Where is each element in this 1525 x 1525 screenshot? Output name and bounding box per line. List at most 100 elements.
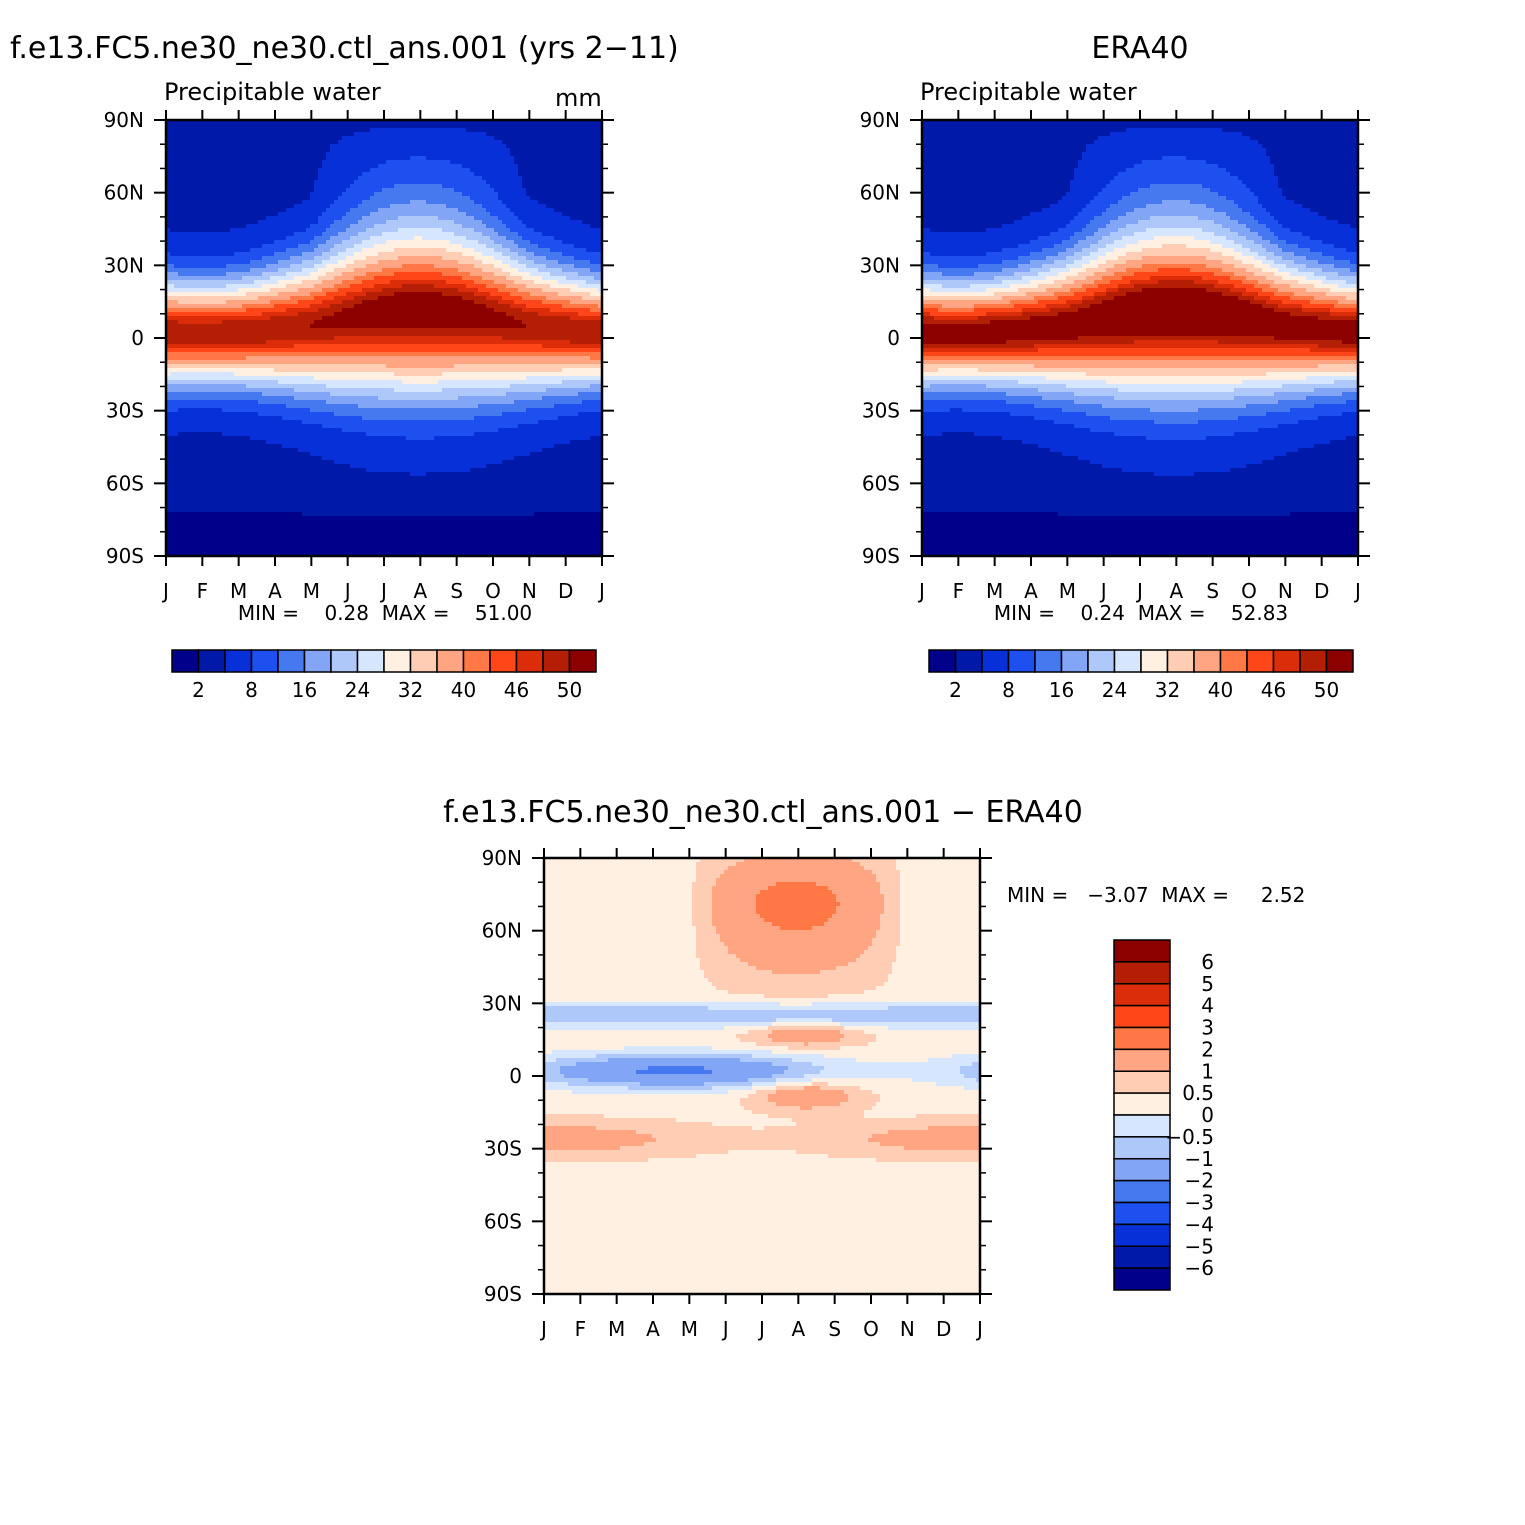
- field-cell: [346, 248, 351, 253]
- field-cell: [314, 132, 319, 137]
- field-cell: [378, 212, 383, 217]
- field-cell: [310, 120, 315, 125]
- field-cell: [282, 300, 287, 305]
- field-cell: [374, 256, 379, 261]
- field-cell: [170, 252, 175, 257]
- field-cell: [514, 284, 519, 289]
- field-cell: [486, 188, 491, 193]
- field-cell: [490, 228, 495, 233]
- field-cell: [446, 176, 451, 181]
- field-cell: [338, 260, 343, 265]
- field-cell: [586, 208, 591, 213]
- field-cell: [462, 120, 467, 125]
- field-cell: [374, 184, 379, 189]
- field-cell: [234, 292, 239, 297]
- field-cell: [478, 224, 483, 229]
- field-cell: [574, 144, 579, 149]
- field-cell: [434, 204, 439, 209]
- field-cell: [514, 256, 519, 261]
- field-cell: [418, 160, 423, 165]
- field-cell: [174, 136, 179, 141]
- field-cell: [226, 280, 231, 285]
- field-cell: [430, 212, 435, 217]
- field-cell: [290, 216, 295, 221]
- field-cell: [418, 232, 423, 237]
- field-cell: [578, 132, 583, 137]
- field-cell: [378, 172, 383, 177]
- field-cell: [598, 184, 602, 189]
- field-cell: [406, 188, 411, 193]
- field-cell: [278, 152, 283, 157]
- field-cell: [246, 276, 251, 281]
- field-cell: [566, 284, 571, 289]
- field-cell: [318, 292, 323, 297]
- field-cell: [202, 200, 207, 205]
- field-cell: [538, 220, 543, 225]
- field-cell: [362, 228, 367, 233]
- field-cell: [582, 124, 587, 129]
- field-cell: [186, 184, 191, 189]
- field-cell: [186, 236, 191, 241]
- field-cell: [378, 264, 383, 269]
- field-cell: [458, 148, 463, 153]
- field-cell: [294, 224, 299, 229]
- field-cell: [274, 152, 279, 157]
- field-cell: [318, 132, 323, 137]
- field-cell: [598, 212, 602, 217]
- field-cell: [402, 168, 407, 173]
- field-cell: [206, 200, 211, 205]
- field-cell: [446, 168, 451, 173]
- field-cell: [514, 132, 519, 137]
- field-cell: [262, 152, 267, 157]
- field-cell: [306, 256, 311, 261]
- field-cell: [506, 136, 511, 141]
- field-cell: [598, 172, 602, 177]
- field-cell: [386, 260, 391, 265]
- field-cell: [338, 268, 343, 273]
- field-cell: [498, 300, 503, 305]
- field-cell: [438, 176, 443, 181]
- field-cell: [278, 188, 283, 193]
- field-cell: [186, 140, 191, 145]
- field-cell: [558, 132, 563, 137]
- field-cell: [450, 264, 455, 269]
- field-cell: [410, 280, 415, 285]
- field-cell: [442, 212, 447, 217]
- field-cell: [446, 160, 451, 165]
- field-cell: [382, 232, 387, 237]
- field-cell: [306, 148, 311, 153]
- field-cell: [498, 240, 503, 245]
- field-cell: [582, 296, 587, 301]
- field-cell: [318, 220, 323, 225]
- field-cell: [566, 204, 571, 209]
- field-cell: [366, 292, 371, 297]
- field-cell: [210, 224, 215, 229]
- field-cell: [378, 124, 383, 129]
- field-cell: [430, 256, 435, 261]
- field-cell: [334, 224, 339, 229]
- field-cell: [422, 220, 427, 225]
- field-cell: [362, 136, 367, 141]
- field-cell: [290, 260, 295, 265]
- field-cell: [574, 256, 579, 261]
- field-cell: [382, 292, 387, 297]
- field-cell: [450, 164, 455, 169]
- field-cell: [166, 120, 171, 125]
- field-cell: [478, 152, 483, 157]
- field-cell: [290, 208, 295, 213]
- field-cell: [178, 240, 183, 245]
- field-cell: [194, 192, 199, 197]
- field-cell: [430, 156, 435, 161]
- field-cell: [286, 248, 291, 253]
- field-cell: [366, 156, 371, 161]
- field-cell: [334, 228, 339, 233]
- field-cell: [558, 120, 563, 125]
- field-cell: [538, 208, 543, 213]
- field-cell: [442, 228, 447, 233]
- field-cell: [498, 196, 503, 201]
- field-cell: [550, 192, 555, 197]
- field-cell: [258, 248, 263, 253]
- field-cell: [586, 140, 591, 145]
- field-cell: [302, 128, 307, 133]
- field-cell: [346, 260, 351, 265]
